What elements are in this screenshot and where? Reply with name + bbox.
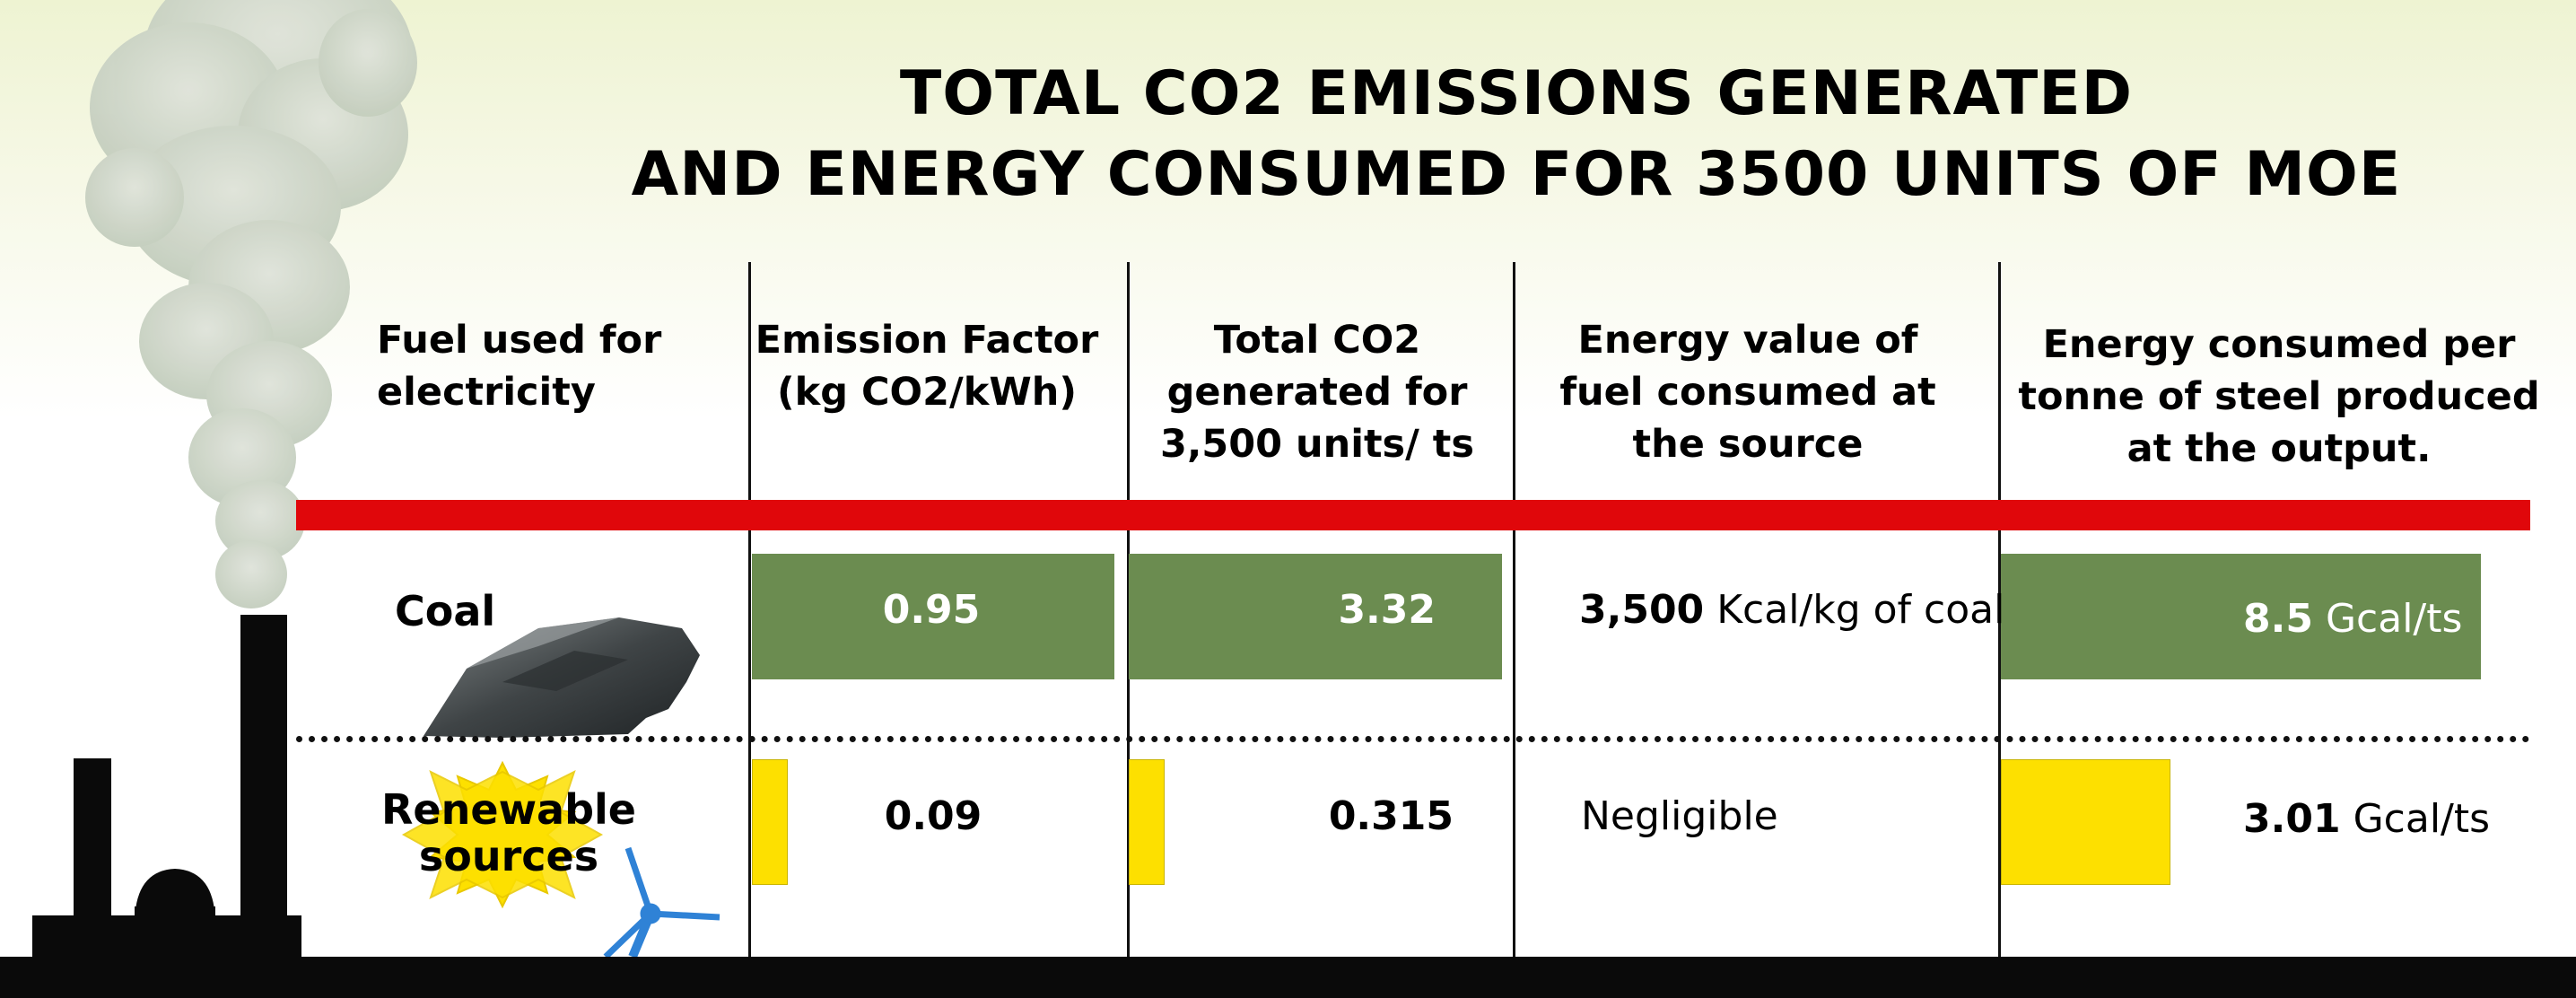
title-line-1: TOTAL CO2 EMISSIONS GENERATED xyxy=(899,58,2134,129)
value-energy-value-coal: 3,500 Kcal/kg of coal xyxy=(1579,583,2004,637)
header-line: the source xyxy=(1632,422,1864,467)
ground-strip xyxy=(0,957,2576,998)
header-line: Emission Factor xyxy=(755,318,1099,363)
value-number: 3.32 xyxy=(1338,587,1436,633)
bar-total-co2-renewable xyxy=(1129,759,1165,885)
header-line: 3,500 units/ ts xyxy=(1160,422,1474,467)
title-line-2: AND ENERGY CONSUMED FOR 3500 UNITS OF MO… xyxy=(631,139,2402,210)
header-line: generated for xyxy=(1166,370,1468,415)
value-total-co2-renewable: 0.315 xyxy=(1274,790,1454,844)
value-number: 0.95 xyxy=(882,587,981,633)
value-energy-consumed-renewable: 3.01 Gcal/ts xyxy=(2243,792,2490,846)
row-divider-dotted xyxy=(296,736,2530,742)
value-total-co2-coal: 3.32 xyxy=(1256,583,1436,637)
header-line: at the output. xyxy=(2126,426,2432,471)
row-label-coal: Coal xyxy=(395,587,496,635)
value-number: 3.01 xyxy=(2243,796,2341,842)
header-energy-consumed: Energy consumed per tonne of steel produ… xyxy=(2001,319,2557,475)
value-energy-consumed-coal: 8.5 Gcal/ts xyxy=(2243,592,2462,646)
header-total-co2: Total CO2 generated for 3,500 units/ ts xyxy=(1129,314,1506,470)
row-label-line: Renewable xyxy=(381,785,636,834)
header-energy-value: Energy value of fuel consumed at the sou… xyxy=(1515,314,1981,470)
header-line: fuel consumed at xyxy=(1559,370,1936,415)
row-label-renewable: Renewable sources xyxy=(379,786,639,880)
value-number: 0.315 xyxy=(1328,793,1454,839)
coal-icon xyxy=(424,617,700,738)
value-unit: Kcal/kg of coal xyxy=(1716,587,2005,633)
bar-energy-consumed-coal xyxy=(2001,554,2481,679)
header-line: (kg CO2/kWh) xyxy=(776,370,1078,415)
header-fuel: Fuel used for electricity xyxy=(377,314,700,418)
column-divider xyxy=(748,262,751,958)
header-line: Energy consumed per xyxy=(2042,322,2516,367)
row-label-line: sources xyxy=(418,832,599,880)
header-line: Energy value of xyxy=(1577,318,1918,363)
value-unit: Gcal/ts xyxy=(2325,596,2463,642)
header-line: Total CO2 xyxy=(1213,318,1421,363)
bar-total-co2-coal xyxy=(1129,554,1502,679)
header-line: tonne of steel produced xyxy=(2018,374,2540,419)
header-emission-factor: Emission Factor (kg CO2/kWh) xyxy=(752,314,1102,418)
header-divider-bar xyxy=(296,500,2530,530)
value-number: 3,500 xyxy=(1579,587,1705,633)
value-text: Negligible xyxy=(1581,793,1778,839)
value-energy-value-renewable: Negligible xyxy=(1581,790,1778,844)
value-emission-factor-renewable: 0.09 xyxy=(843,790,1023,844)
chart-title: TOTAL CO2 EMISSIONS GENERATED AND ENERGY… xyxy=(502,54,2530,215)
column-divider xyxy=(1998,262,2001,958)
column-divider xyxy=(1513,262,1515,958)
bar-emission-factor-coal xyxy=(752,554,1114,679)
factory-icon xyxy=(32,615,301,978)
bar-energy-consumed-renewable xyxy=(2001,759,2170,885)
header-line: Fuel used for xyxy=(377,318,662,363)
value-unit: Gcal/ts xyxy=(2353,796,2491,842)
value-number: 8.5 xyxy=(2243,596,2313,642)
value-emission-factor-coal: 0.95 xyxy=(752,583,1111,637)
bar-emission-factor-renewable xyxy=(752,759,788,885)
value-number: 0.09 xyxy=(884,793,982,839)
column-divider xyxy=(1127,262,1130,958)
header-line: electricity xyxy=(377,370,596,415)
